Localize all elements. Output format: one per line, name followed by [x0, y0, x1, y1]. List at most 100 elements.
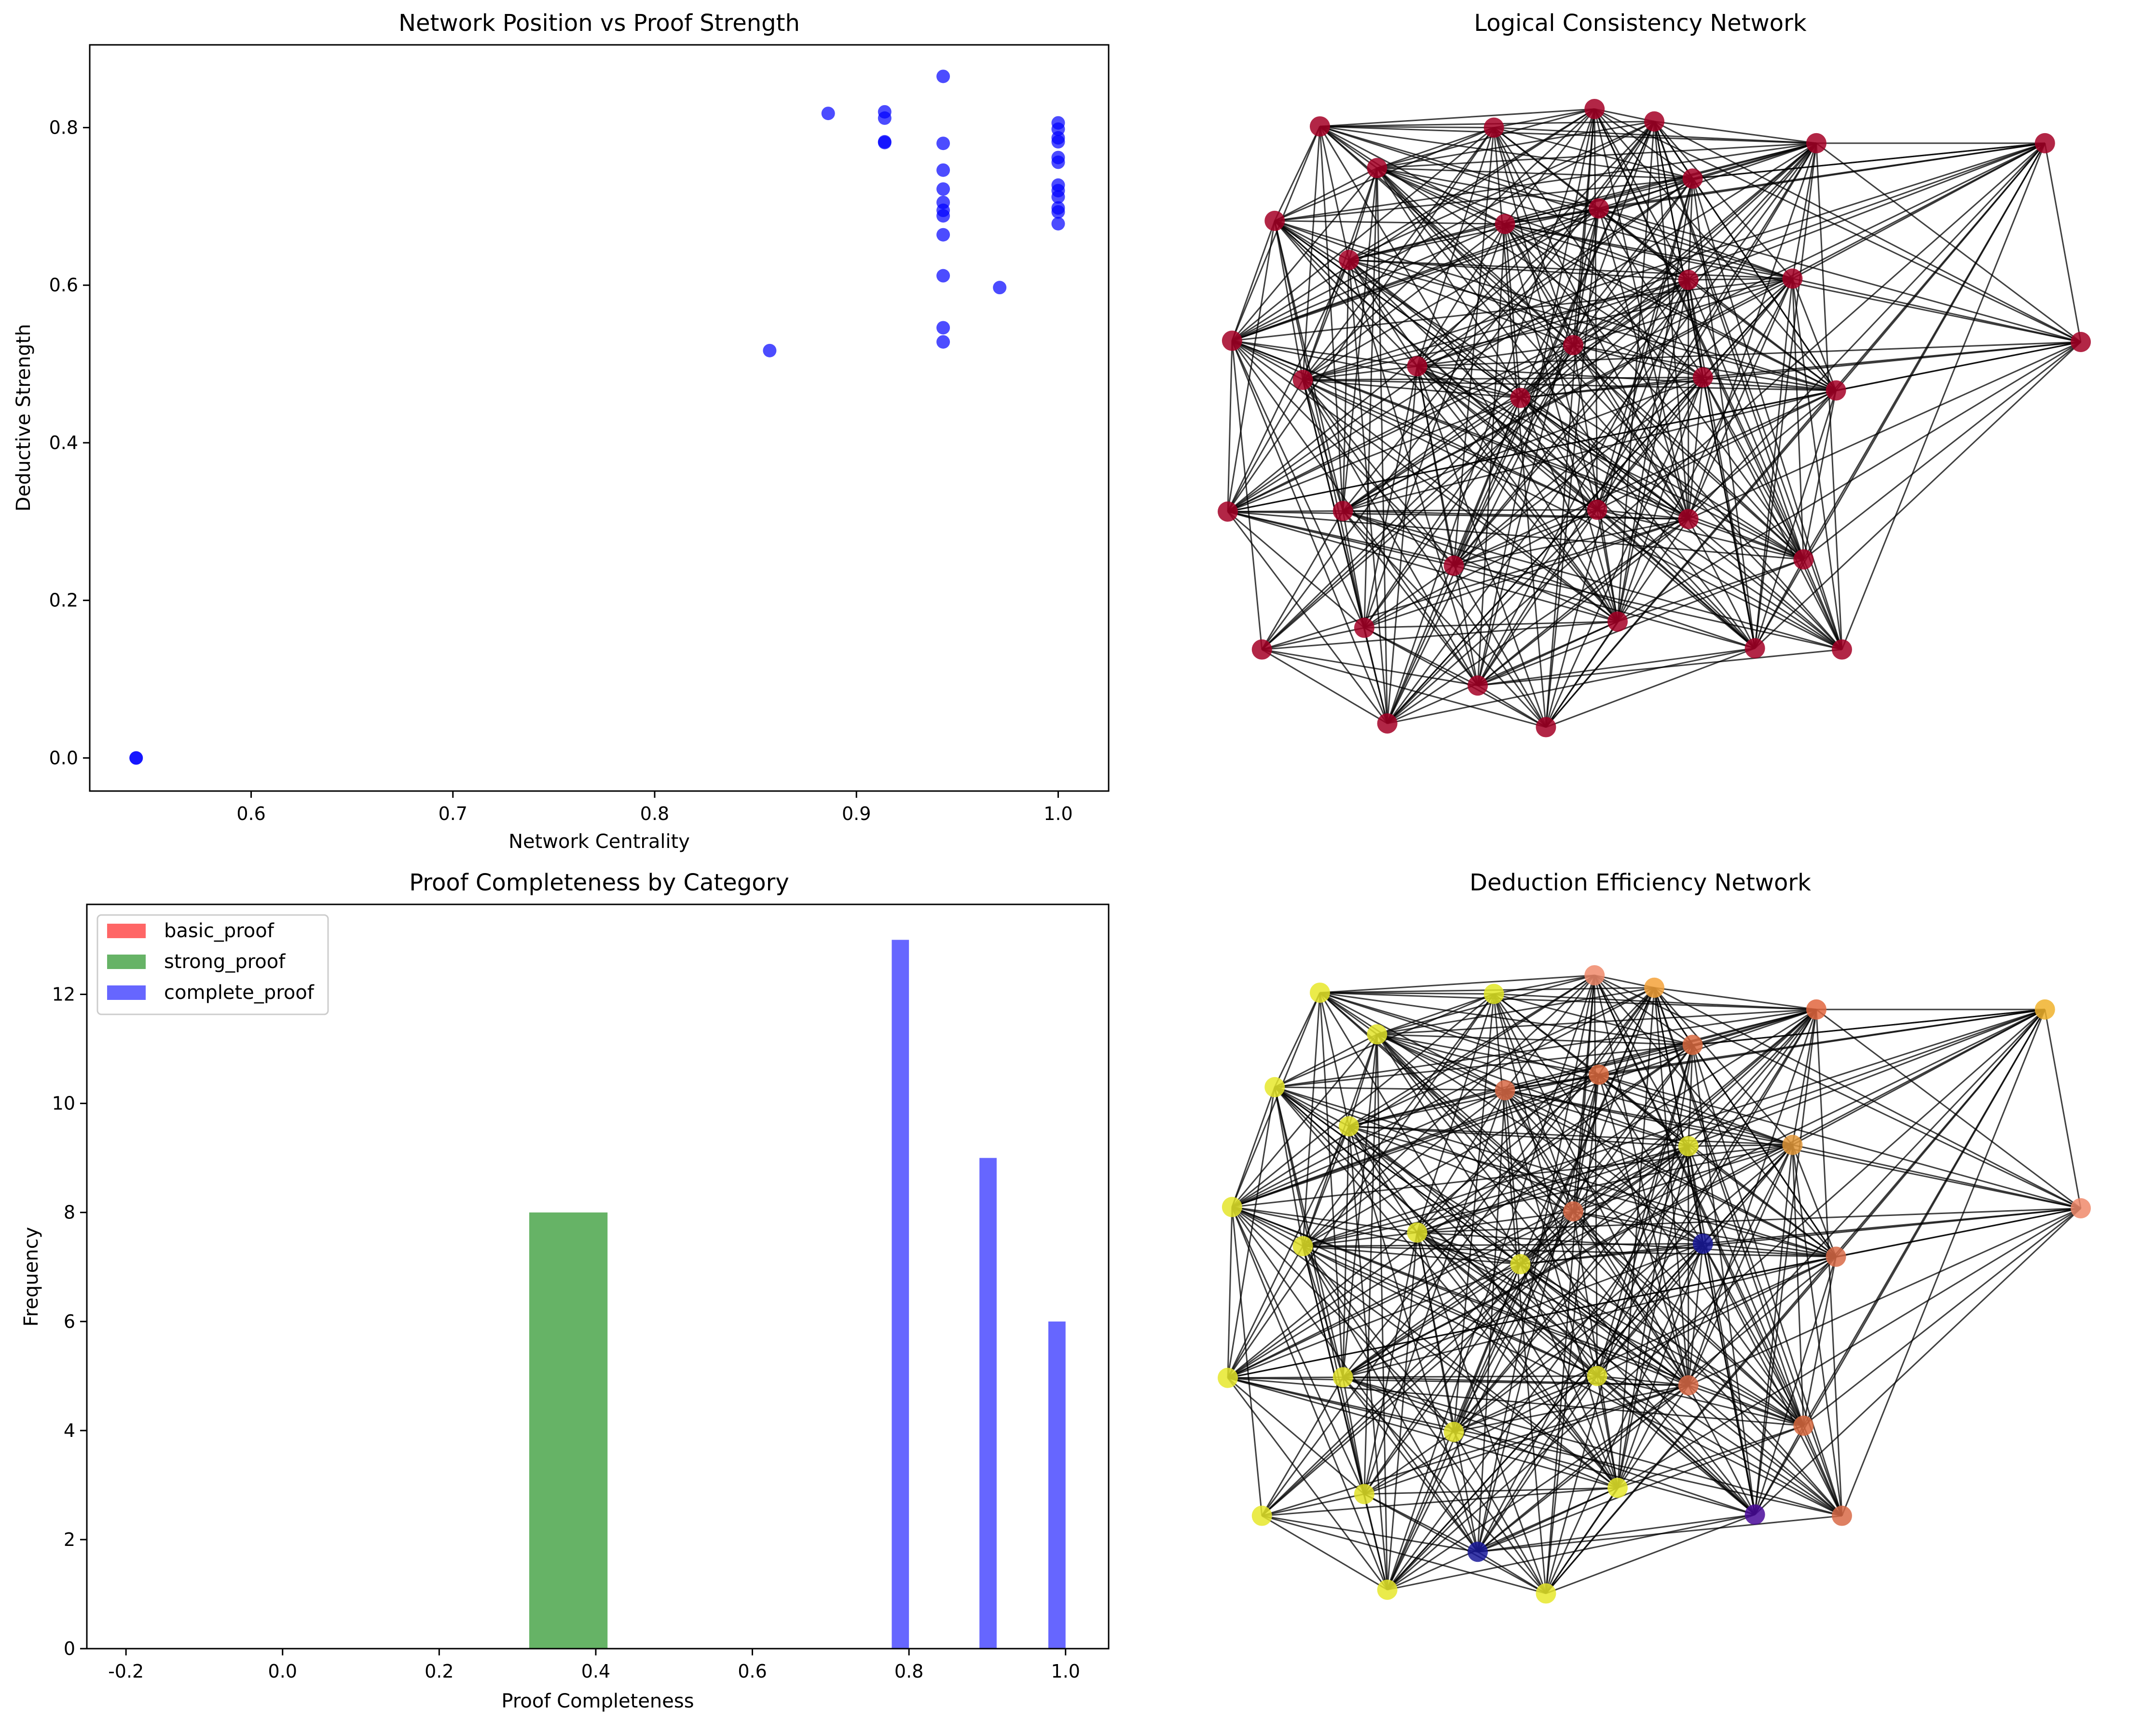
network-edge [1227, 220, 1276, 512]
network-node [1407, 1222, 1428, 1243]
efficiency-network-edges [1227, 974, 2082, 1595]
network-edge [1453, 1256, 1837, 1433]
network-edge [1792, 1145, 1837, 1257]
network-node [1495, 1080, 1515, 1101]
network-edge [1791, 1145, 1804, 1426]
network-edge [1302, 1126, 1350, 1247]
network-edge [1364, 1493, 1547, 1594]
network-edge [1231, 126, 1321, 341]
network-edge [1504, 975, 1595, 1091]
network-edge [1417, 1210, 1574, 1233]
histogram-y-label: Frequency [20, 1227, 42, 1327]
network-edge [1274, 220, 1349, 261]
network-node [1607, 611, 1628, 632]
network-edge [1303, 376, 1703, 381]
scatter-point [1051, 205, 1065, 219]
network-edge [1477, 509, 1598, 686]
network-edge [1596, 1243, 1703, 1377]
network-edge [1416, 366, 1598, 510]
network-edge [1227, 397, 1521, 513]
network-node [1332, 1367, 1353, 1388]
network-edge [1594, 108, 2081, 343]
network-edge [1302, 379, 1842, 650]
network-edge [1653, 987, 1689, 1386]
network-edge [1348, 1044, 1693, 1127]
network-node [1377, 1579, 1398, 1600]
consistency-network-edges [1227, 108, 2082, 728]
network-edge [1598, 1074, 2081, 1209]
efficiency-network-title: Deduction Efficiency Network [1469, 869, 1811, 896]
network-edge [1342, 1263, 1521, 1378]
network-edge [1348, 207, 1599, 261]
network-edge [1302, 1245, 1598, 1377]
network-edge [1504, 224, 1521, 398]
network-edge [1343, 1376, 1842, 1517]
network-edge [1596, 143, 1817, 510]
network-node [1682, 1035, 1703, 1055]
network-edge [1262, 1384, 1689, 1516]
network-edge [1377, 167, 1793, 280]
network-edge [1302, 1245, 1618, 1489]
network-edge [1387, 366, 1418, 724]
network-edge [1688, 1145, 1837, 1257]
scatter-x-tick-label: 0.9 [842, 803, 871, 824]
network-edge [1303, 365, 1417, 381]
scatter-point [936, 182, 950, 196]
network-edge [1363, 1232, 1418, 1494]
network-edge [1363, 1494, 1388, 1590]
scatter-x-tick-label: 0.6 [236, 803, 265, 824]
network-edge [1816, 142, 2081, 343]
network-edge [1231, 167, 1378, 341]
network-edge [1791, 1145, 1843, 1516]
network-edge [1227, 127, 1495, 512]
network-edge [1417, 1231, 1521, 1265]
histogram-x-tick-label: 1.0 [1051, 1661, 1080, 1682]
network-node [1377, 713, 1398, 734]
network-edge [1597, 509, 1689, 520]
network-edge [1453, 142, 1817, 566]
network-edge [1453, 1375, 1598, 1433]
network-edge [1802, 1257, 1837, 1426]
network-edge [1598, 207, 1793, 280]
network-edge [1791, 1009, 1817, 1145]
network-edge [1302, 379, 1598, 511]
network-edge [1453, 509, 1598, 567]
network-edge [1262, 1487, 1618, 1517]
network-edge [1348, 259, 1836, 391]
network-edge [1227, 379, 1304, 512]
network-edge [1227, 341, 1233, 512]
network-edge [1319, 125, 1494, 129]
network-edge [1477, 1384, 1689, 1553]
network-node [1468, 675, 1488, 696]
network-node [1678, 1375, 1699, 1396]
network-edge [1376, 167, 1506, 225]
network-edge [1520, 1211, 1574, 1265]
network-edge [1227, 1377, 1804, 1427]
network-edge [1274, 1087, 1365, 1494]
histogram-y-tick-label: 6 [64, 1311, 75, 1332]
network-edge [1493, 994, 1598, 1377]
network-edge [1227, 511, 1618, 623]
legend-label: complete_proof [164, 982, 315, 1004]
network-edge [1598, 207, 2081, 343]
network-edge [1262, 1493, 1365, 1517]
network-edge [1477, 1514, 1755, 1553]
network-edge [1504, 223, 1837, 391]
network-edge [1598, 142, 1817, 209]
network-edge [1274, 220, 1619, 622]
network-edge [1416, 1232, 1598, 1377]
network-edge [1302, 108, 1595, 381]
network-edge [1816, 1009, 2081, 1209]
network-edge [1573, 1144, 1793, 1212]
network-edge [1792, 1144, 2081, 1209]
network-edge [1754, 390, 1837, 649]
network-node [1692, 367, 1713, 388]
network-edge [1364, 1487, 1618, 1495]
network-edge [1262, 518, 1689, 650]
network-edge [1319, 126, 1344, 511]
histogram-title: Proof Completeness by Category [409, 869, 789, 896]
network-node [1644, 111, 1664, 132]
scatter-point [993, 281, 1007, 295]
network-node [1589, 198, 1609, 219]
network-node [1584, 99, 1605, 119]
